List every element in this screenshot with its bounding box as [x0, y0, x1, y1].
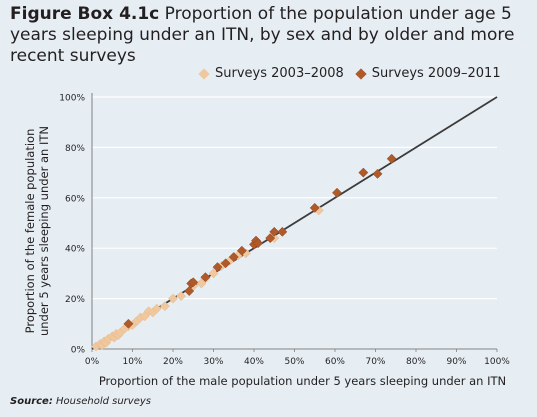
data-point-recent — [253, 238, 264, 249]
x-tick-label: 80% — [406, 357, 426, 367]
source-text: Household surveys — [52, 396, 151, 407]
y-tick-label: 100% — [59, 94, 85, 104]
data-point-recent — [332, 187, 342, 198]
data-point-recent — [236, 245, 247, 256]
data-point-recent — [220, 258, 231, 269]
data-point-recent — [358, 167, 369, 178]
legend-label-older: Surveys 2003–2008 — [215, 66, 344, 81]
figure-caption: Proportion of the population under age 5… — [10, 4, 515, 66]
y-axis-label: Proportion of the female population — [23, 129, 37, 334]
chart-legend: Surveys 2003–2008 Surveys 2009–2011 — [198, 66, 514, 81]
y-axis-label: under 5 years sleeping under an ITN — [37, 126, 51, 336]
legend-label-recent: Surveys 2009–2011 — [371, 66, 501, 81]
y-tick-label: 40% — [65, 245, 85, 255]
data-point-recent — [277, 226, 288, 237]
data-point-recent — [200, 272, 211, 283]
data-point-older — [151, 303, 162, 314]
legend-item-older: Surveys 2003–2008 — [198, 66, 344, 81]
x-tick-label: 40% — [244, 357, 264, 367]
data-point-recent — [123, 318, 134, 329]
x-tick-label: 50% — [284, 357, 304, 367]
data-point-recent — [188, 277, 199, 288]
data-point-older — [208, 268, 219, 279]
data-point-older — [159, 301, 170, 312]
x-tick-label: 10% — [122, 357, 142, 367]
x-tick-label: 70% — [365, 357, 385, 367]
legend-item-recent: Surveys 2009–2011 — [355, 66, 501, 81]
y-tick-label: 60% — [65, 194, 85, 204]
x-tick-label: 100% — [484, 357, 510, 367]
data-point-older — [168, 293, 178, 304]
data-point-recent — [372, 168, 383, 179]
data-point-recent — [269, 226, 280, 237]
x-tick-label: 20% — [163, 357, 183, 367]
x-axis-label: Proportion of the male population under … — [99, 374, 506, 388]
x-tick-label: 30% — [203, 357, 223, 367]
figure-number: Figure Box 4.1c — [10, 4, 160, 24]
y-tick-label: 20% — [65, 295, 85, 305]
chart-title: Figure Box 4.1c Proportion of the popula… — [10, 4, 530, 67]
source-note: Source: Household surveys — [10, 396, 151, 407]
data-point-older — [176, 291, 187, 302]
y-tick-label: 80% — [65, 144, 85, 154]
data-point-recent — [212, 262, 223, 273]
x-tick-label: 0% — [85, 357, 100, 367]
data-point-recent — [184, 286, 195, 296]
data-point-recent — [386, 153, 397, 164]
y-tick-label: 0% — [71, 346, 86, 356]
source-label: Source: — [10, 396, 53, 407]
x-tick-label: 60% — [325, 357, 345, 367]
data-point-recent — [309, 202, 320, 213]
data-point-recent — [265, 233, 276, 244]
data-point-recent — [228, 252, 239, 262]
x-tick-label: 90% — [446, 357, 466, 367]
